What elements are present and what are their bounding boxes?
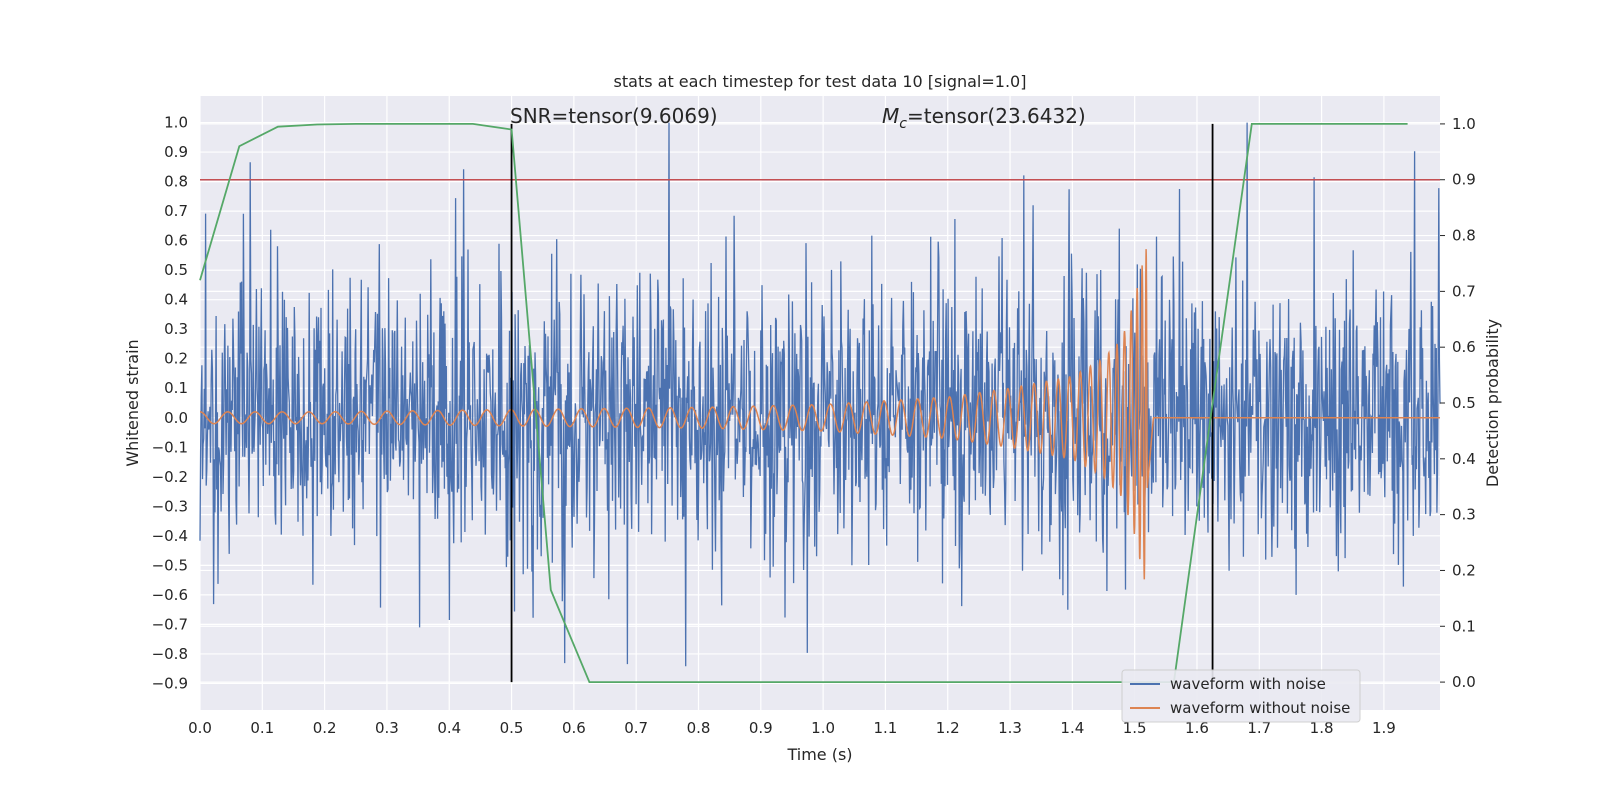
y-tick-label: 1.0	[164, 114, 188, 132]
x-tick-label: 0.0	[188, 719, 212, 737]
y-tick-label: 0.3	[164, 320, 188, 338]
snr-annotation: SNR=tensor(9.6069)	[510, 104, 718, 128]
x-tick-label: 1.9	[1372, 719, 1396, 737]
x-tick-label: 0.5	[500, 719, 524, 737]
x-tick-label: 1.8	[1310, 719, 1334, 737]
x-tick-label: 1.1	[873, 719, 897, 737]
y-tick-label: 0.0	[164, 409, 188, 427]
y2-tick-label: 0.7	[1452, 282, 1476, 300]
series-waveform-without-noise	[200, 249, 1440, 580]
x-tick-label: 0.8	[687, 719, 711, 737]
y-tick-label: 0.7	[164, 202, 188, 220]
y2-tick-label: 0.6	[1452, 338, 1476, 356]
y-tick-label: −0.1	[152, 438, 188, 456]
chart-title: stats at each timestep for test data 10 …	[614, 72, 1027, 91]
x-tick-label: 0.7	[624, 719, 648, 737]
y-tick-label: 0.6	[164, 232, 188, 250]
x-tick-label: 1.7	[1247, 719, 1271, 737]
y2-tick-label: 0.0	[1452, 673, 1476, 691]
y-tick-label: −0.5	[152, 556, 188, 574]
y-tick-label: −0.3	[152, 497, 188, 515]
y-tick-label: 0.1	[164, 379, 188, 397]
waveform-without-noise-line	[200, 249, 1440, 580]
y2-tick-label: 1.0	[1452, 115, 1476, 133]
overlay-lines	[199, 123, 1440, 683]
y-tick-label: −0.7	[152, 615, 188, 633]
x-tick-label: 1.6	[1185, 719, 1209, 737]
legend-label-noise: waveform with noise	[1170, 675, 1326, 693]
y-tick-label: 0.2	[164, 350, 188, 368]
legend-box	[1121, 669, 1361, 723]
legend: waveform with noise waveform without noi…	[1121, 669, 1361, 723]
legend-label-clean: waveform without noise	[1170, 699, 1350, 717]
x-tick-label: 1.0	[811, 719, 835, 737]
detection-probability-line	[199, 123, 1408, 683]
y2-tick-label: 0.1	[1452, 617, 1476, 635]
y2-tick-label: 0.3	[1452, 506, 1476, 524]
x-tick-label: 1.2	[936, 719, 960, 737]
y2-tick-label: 0.2	[1452, 561, 1476, 579]
y-tick-label: −0.9	[152, 674, 188, 692]
y-tick-label: 0.9	[164, 143, 188, 161]
y-tick-label: 0.4	[164, 291, 188, 309]
x-tick-label: 0.4	[437, 719, 461, 737]
y-tick-label: −0.6	[152, 586, 188, 604]
series-waveform-with-noise	[199, 122, 1441, 667]
mc-annotation: Mc=tensor(23.6432)	[882, 104, 1086, 132]
x-axis-label: Time (s)	[786, 745, 852, 764]
x-tick-label: 0.3	[375, 719, 399, 737]
x-tick-label: 1.3	[998, 719, 1022, 737]
ticks: 0.0 0.1 0.2 0.3 0.4 0.5 0.6 0.7 0.8 0.9 1.0 1.1 1.2 1…	[152, 114, 1476, 737]
y2-tick-label: 0.4	[1452, 450, 1476, 468]
y2-axis-label: Detection probability	[1483, 319, 1502, 487]
x-tick-label: 1.5	[1123, 719, 1147, 737]
y2-tick-label: 0.5	[1452, 394, 1476, 412]
x-tick-label: 0.9	[749, 719, 773, 737]
y2-tick-label: 0.9	[1452, 171, 1476, 189]
x-tick-label: 0.6	[562, 719, 586, 737]
x-tick-label: 1.4	[1060, 719, 1084, 737]
y-tick-label: −0.4	[152, 527, 188, 545]
y2-tick-label: 0.8	[1452, 227, 1476, 245]
y-tick-label: −0.8	[152, 645, 188, 663]
waveform-with-noise-line	[199, 122, 1441, 667]
x-tick-label: 0.1	[250, 719, 274, 737]
y-tick-label: 0.5	[164, 261, 188, 279]
x-tick-label: 0.2	[313, 719, 337, 737]
y-axis-label: Whitened strain	[123, 339, 142, 466]
y-tick-label: −0.2	[152, 468, 188, 486]
y-tick-label: 0.8	[164, 173, 188, 191]
